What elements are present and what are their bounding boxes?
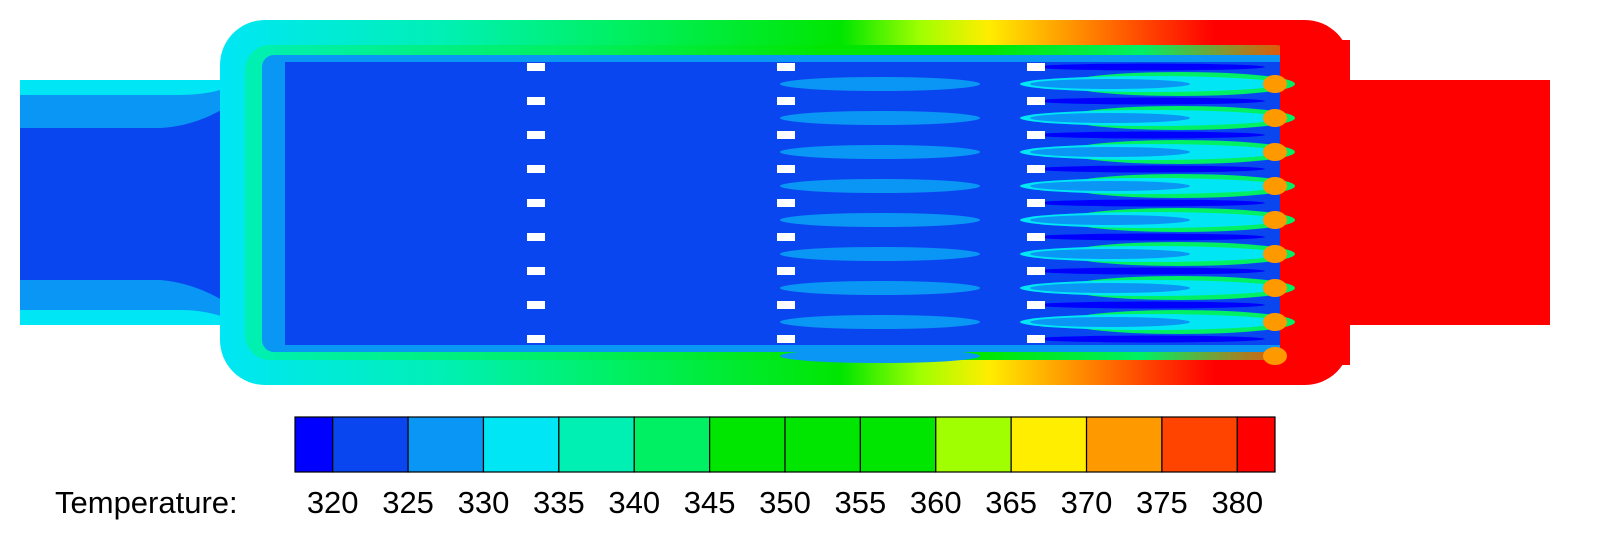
jet — [1035, 97, 1265, 105]
colorbar-segment — [332, 416, 409, 473]
baffle-hole — [777, 335, 795, 343]
colorbar-tick-label: 335 — [533, 485, 585, 520]
baffle-hole — [1027, 199, 1045, 207]
baffle-hole — [777, 97, 795, 105]
colorbar-segment — [1085, 416, 1163, 473]
jet — [780, 315, 980, 329]
baffle-hole — [777, 199, 795, 207]
baffle-hole — [527, 131, 545, 139]
jet-tip — [1263, 313, 1287, 331]
baffle-hole — [1027, 131, 1045, 139]
jet — [1030, 181, 1190, 191]
jet-tip — [1263, 211, 1287, 229]
jet — [1035, 199, 1265, 207]
jet — [780, 281, 980, 295]
colorbar-tick-label: 380 — [1211, 485, 1263, 520]
colorbar-segment — [633, 416, 711, 473]
jet — [1035, 131, 1265, 139]
colorbar-segment — [1236, 416, 1276, 473]
baffle-hole — [1027, 301, 1045, 309]
jet — [780, 77, 980, 91]
baffle-hole — [527, 267, 545, 275]
colorbar-tick-label: 365 — [985, 485, 1037, 520]
baffle-hole — [777, 233, 795, 241]
baffle-hole — [527, 199, 545, 207]
baffle-hole — [1027, 63, 1045, 71]
inlet-core — [20, 70, 270, 340]
jet — [1035, 165, 1265, 173]
baffle-hole — [1027, 267, 1045, 275]
jet — [780, 179, 980, 193]
colorbar-tick-label: 360 — [910, 485, 962, 520]
jet — [780, 349, 980, 363]
baffle-hole — [1027, 165, 1045, 173]
jet — [1030, 79, 1190, 89]
jet-tip — [1263, 177, 1287, 195]
colorbar-segment — [935, 416, 1012, 473]
jet — [1030, 283, 1190, 293]
baffle-hole — [777, 131, 795, 139]
colorbar-segment — [482, 416, 560, 473]
baffle-hole — [527, 233, 545, 241]
colorbar-segment — [558, 416, 635, 473]
jet — [1035, 335, 1265, 343]
colorbar-label: Temperature: — [55, 485, 238, 520]
baffle-hole — [527, 63, 545, 71]
colorbar-tick-label: 375 — [1136, 485, 1188, 520]
colorbar-tick-label: 325 — [382, 485, 434, 520]
colorbar-segment — [1010, 416, 1088, 473]
baffle-hole — [1027, 97, 1045, 105]
baffle-hole — [527, 97, 545, 105]
outlet — [1340, 80, 1550, 325]
jet — [780, 111, 980, 125]
jet — [780, 145, 980, 159]
jet — [1030, 113, 1190, 123]
jet-tip — [1263, 109, 1287, 127]
jet — [780, 247, 980, 261]
jet — [1030, 147, 1190, 157]
colorbar-tick-label: 350 — [759, 485, 811, 520]
colorbar-tick-label: 340 — [608, 485, 660, 520]
jet — [1035, 267, 1265, 275]
jet — [1035, 301, 1265, 309]
jet-tip — [1263, 279, 1287, 297]
jet — [1030, 215, 1190, 225]
colorbar-tick-label: 345 — [684, 485, 736, 520]
baffle-hole — [527, 301, 545, 309]
colorbar-segment — [859, 416, 937, 473]
colorbar-segment — [407, 416, 485, 473]
jet — [780, 213, 980, 227]
colorbar-tick-label: 355 — [835, 485, 887, 520]
colorbar: 320 325 330 335 340 345 350 355 360 365 370 375 380 — [294, 416, 1276, 520]
baffle-hole — [527, 165, 545, 173]
baffle-hole — [1027, 335, 1045, 343]
baffle-hole — [777, 63, 795, 71]
colorbar-segment — [709, 416, 786, 473]
colorbar-segment — [784, 416, 861, 473]
jet-tip — [1263, 143, 1287, 161]
baffle-hole — [777, 301, 795, 309]
colorbar-tick-label: 320 — [307, 485, 359, 520]
baffle-hole — [777, 267, 795, 275]
colorbar-tick-label: 330 — [458, 485, 510, 520]
jet — [1035, 63, 1265, 71]
jet — [1030, 249, 1190, 259]
baffle-hole — [527, 335, 545, 343]
baffle-hole — [777, 165, 795, 173]
temperature-field — [20, 20, 1550, 385]
jet — [1030, 317, 1190, 327]
outlet-zone — [1280, 40, 1350, 365]
jet-tip — [1263, 245, 1287, 263]
jet-tip — [1263, 347, 1287, 365]
colorbar-segment — [294, 416, 334, 473]
jet-tip — [1263, 75, 1287, 93]
colorbar-tick-label: 370 — [1061, 485, 1113, 520]
jet — [1035, 233, 1265, 241]
colorbar-segment — [1161, 416, 1238, 473]
baffle-hole — [1027, 233, 1045, 241]
